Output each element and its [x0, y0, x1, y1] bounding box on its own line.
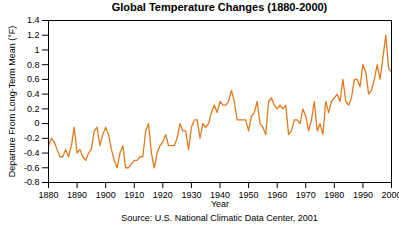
svg-text:1960: 1960: [267, 190, 287, 200]
svg-text:1930: 1930: [181, 190, 201, 200]
svg-text:1940: 1940: [210, 189, 230, 200]
svg-text:1.4: 1.4: [27, 15, 40, 25]
svg-text:0.6: 0.6: [27, 74, 40, 84]
svg-text:2000: 2000: [381, 190, 399, 200]
html-text:Global Temperature Changes (18: Global Temperature Changes (1880-2000): [111, 1, 328, 13]
svg-text:-0.2: -0.2: [24, 133, 40, 143]
svg-text:1970: 1970: [296, 190, 316, 200]
svg-text:0.8: 0.8: [27, 60, 40, 70]
svg-text:1950: 1950: [239, 190, 259, 200]
svg-text:1980: 1980: [324, 190, 344, 200]
svg-text:1.2: 1.2: [27, 30, 40, 40]
svg-text:0.4: 0.4: [27, 89, 40, 99]
svg-text:1910: 1910: [124, 190, 144, 200]
svg-text:Departure From Long-Term Mean: Departure From Long-Term Mean (°F): [7, 26, 17, 178]
svg-text:-0.8: -0.8: [24, 177, 40, 187]
html-text:Source: U.S. National Climatic: Source: U.S. National Climatic Data Cent…: [121, 213, 318, 223]
svg-text:1: 1: [34, 45, 39, 55]
svg-text:Year: Year: [211, 199, 229, 209]
svg-text:1880: 1880: [38, 190, 58, 200]
svg-text:0: 0: [34, 118, 39, 128]
svg-text:-0.6: -0.6: [24, 163, 40, 173]
svg-text:1920: 1920: [153, 190, 173, 200]
svg-text:-0.4: -0.4: [24, 148, 40, 158]
svg-text:1990: 1990: [353, 190, 373, 200]
svg-text:1890: 1890: [67, 190, 87, 200]
svg-text:0.2: 0.2: [27, 104, 40, 114]
svg-text:1900: 1900: [96, 190, 116, 200]
